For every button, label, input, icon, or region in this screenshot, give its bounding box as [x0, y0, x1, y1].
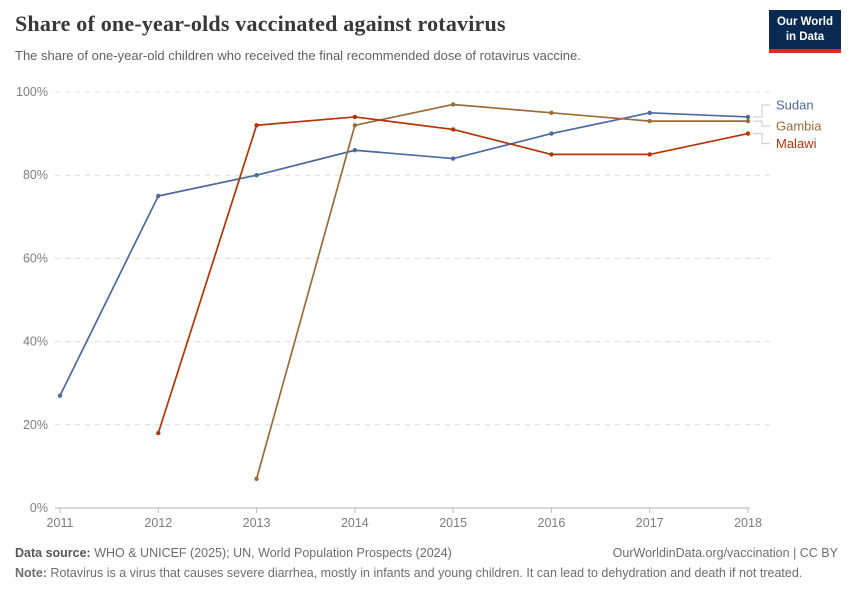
y-axis-label: 60% [23, 251, 48, 265]
data-point-malawi[interactable] [254, 123, 259, 128]
page-subtitle: The share of one-year-old children who r… [15, 48, 581, 63]
data-point-gambia[interactable] [647, 118, 652, 124]
y-axis-label: 20% [23, 418, 48, 432]
data-point-sudan[interactable] [647, 110, 652, 116]
page-title: Share of one-year-olds vaccinated agains… [15, 11, 506, 36]
x-axis-label: 2016 [538, 516, 566, 530]
data-point-malawi[interactable] [450, 127, 456, 132]
note-text: Rotavirus is a virus that causes severe … [46, 566, 803, 580]
data-point-sudan[interactable] [450, 156, 456, 161]
series-line-sudan[interactable] [59, 111, 749, 397]
owid-logo-line2: in Data [785, 30, 825, 43]
data-point-malawi[interactable] [352, 114, 358, 120]
legend-connector [753, 120, 770, 127]
data-point-sudan[interactable] [57, 393, 63, 398]
owid-logo[interactable]: Our World in Data [768, 10, 841, 53]
data-point-sudan[interactable] [549, 131, 554, 136]
y-axis-label: 0% [30, 501, 48, 515]
data-point-sudan[interactable] [156, 193, 161, 199]
x-axis-label: 2018 [734, 516, 762, 530]
x-axis-label: 2012 [144, 516, 172, 530]
owid-logo-line1: Our World [776, 16, 833, 28]
legend-label-gambia[interactable]: Gambia [776, 119, 822, 134]
note-label: Note: [15, 566, 47, 580]
legend-connector [753, 104, 770, 118]
series-line-gambia[interactable] [255, 103, 748, 480]
data-point-malawi[interactable] [549, 152, 554, 157]
y-axis-label: 100% [16, 85, 48, 99]
data-point-malawi[interactable] [745, 131, 751, 136]
x-axis-label: 2013 [243, 516, 271, 530]
data-point-sudan[interactable] [745, 114, 751, 120]
data-source-text: Data source: WHO & UNICEF (2025); UN, Wo… [15, 546, 452, 560]
legend-connector [753, 133, 770, 145]
data-point-malawi[interactable] [647, 152, 652, 157]
data-point-gambia[interactable] [254, 476, 259, 482]
data-point-gambia[interactable] [745, 118, 751, 124]
legend-label-malawi[interactable]: Malawi [776, 136, 817, 151]
footer-source-row: Data source: WHO & UNICEF (2025); UN, Wo… [15, 546, 838, 560]
data-source-label: Data source: [15, 546, 91, 560]
x-axis-label: 2011 [47, 516, 74, 530]
x-axis-label: 2017 [636, 516, 664, 530]
y-axis-label: 80% [23, 168, 48, 182]
data-point-gambia[interactable] [450, 102, 456, 107]
data-point-malawi[interactable] [156, 430, 161, 436]
y-axis-label: 40% [23, 335, 48, 349]
legend-label-sudan[interactable]: Sudan [776, 97, 814, 112]
data-point-sudan[interactable] [352, 148, 358, 153]
x-axis-label: 2015 [439, 516, 467, 530]
data-point-gambia[interactable] [549, 110, 554, 116]
series-line-malawi[interactable] [157, 116, 749, 434]
data-point-sudan[interactable] [254, 173, 259, 178]
footer-note-row: Note: Rotavirus is a virus that causes s… [15, 566, 838, 580]
owid-credit-link[interactable]: OurWorldinData.org/vaccination | CC BY [612, 546, 838, 560]
x-axis-label: 2014 [341, 516, 369, 530]
data-point-gambia[interactable] [352, 123, 358, 128]
